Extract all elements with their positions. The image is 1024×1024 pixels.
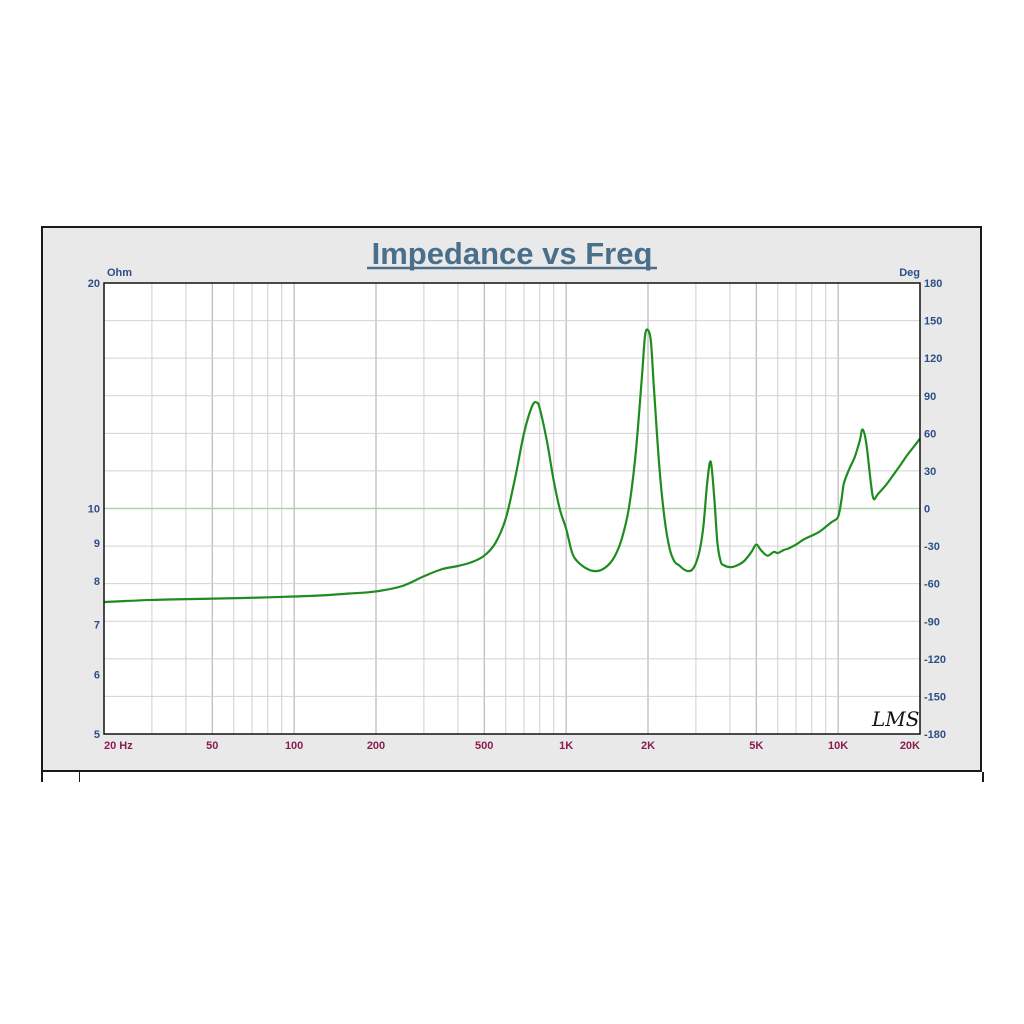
y2-tick-label: -120 xyxy=(924,654,946,666)
y-tick-label: 6 xyxy=(94,670,100,682)
y-tick-label: 7 xyxy=(94,620,100,632)
x-tick-label: 1K xyxy=(559,740,573,752)
y2-tick-label: 60 xyxy=(924,428,936,440)
x-tick-label: 20 Hz xyxy=(104,740,133,752)
x-tick-label: 100 xyxy=(285,740,303,752)
y2-tick-label: -60 xyxy=(924,579,940,591)
x-tick-label: 500 xyxy=(475,740,493,752)
y2-tick-label: 30 xyxy=(924,466,936,478)
lms-watermark: LMS xyxy=(871,707,919,731)
plot-border xyxy=(103,282,921,735)
y-tick-label: 8 xyxy=(94,576,100,588)
x-tick-label: 2K xyxy=(641,740,655,752)
bottom-strip xyxy=(41,772,984,782)
x-tick-label: 200 xyxy=(367,740,385,752)
y2-tick-label: 90 xyxy=(924,391,936,403)
y2-tick-label: 150 xyxy=(924,316,942,328)
y-tick-label: 20 xyxy=(88,278,100,290)
y2-tick-label: -150 xyxy=(924,691,946,703)
x-tick-label: 50 xyxy=(206,740,218,752)
y-tick-label: 10 xyxy=(88,504,100,516)
chart-title: Impedance vs Freq xyxy=(372,236,653,271)
strip-divider xyxy=(79,772,80,782)
x-tick-label: 20K xyxy=(900,740,920,752)
y2-tick-label: 120 xyxy=(924,353,942,365)
y2-tick-label: 180 xyxy=(924,278,942,290)
y-axis-unit: Ohm xyxy=(107,267,132,279)
y2-tick-label: 0 xyxy=(924,504,930,516)
y2-tick-label: -180 xyxy=(924,729,946,741)
x-tick-label: 10K xyxy=(828,740,848,752)
y-tick-label: 9 xyxy=(94,538,100,550)
impedance-curve xyxy=(103,328,921,604)
y2-tick-label: -90 xyxy=(924,616,940,628)
x-tick-label: 5K xyxy=(749,740,763,752)
y2-tick-label: -30 xyxy=(924,541,940,553)
y2-axis-unit: Deg xyxy=(899,267,920,279)
y-tick-label: 5 xyxy=(94,729,100,741)
